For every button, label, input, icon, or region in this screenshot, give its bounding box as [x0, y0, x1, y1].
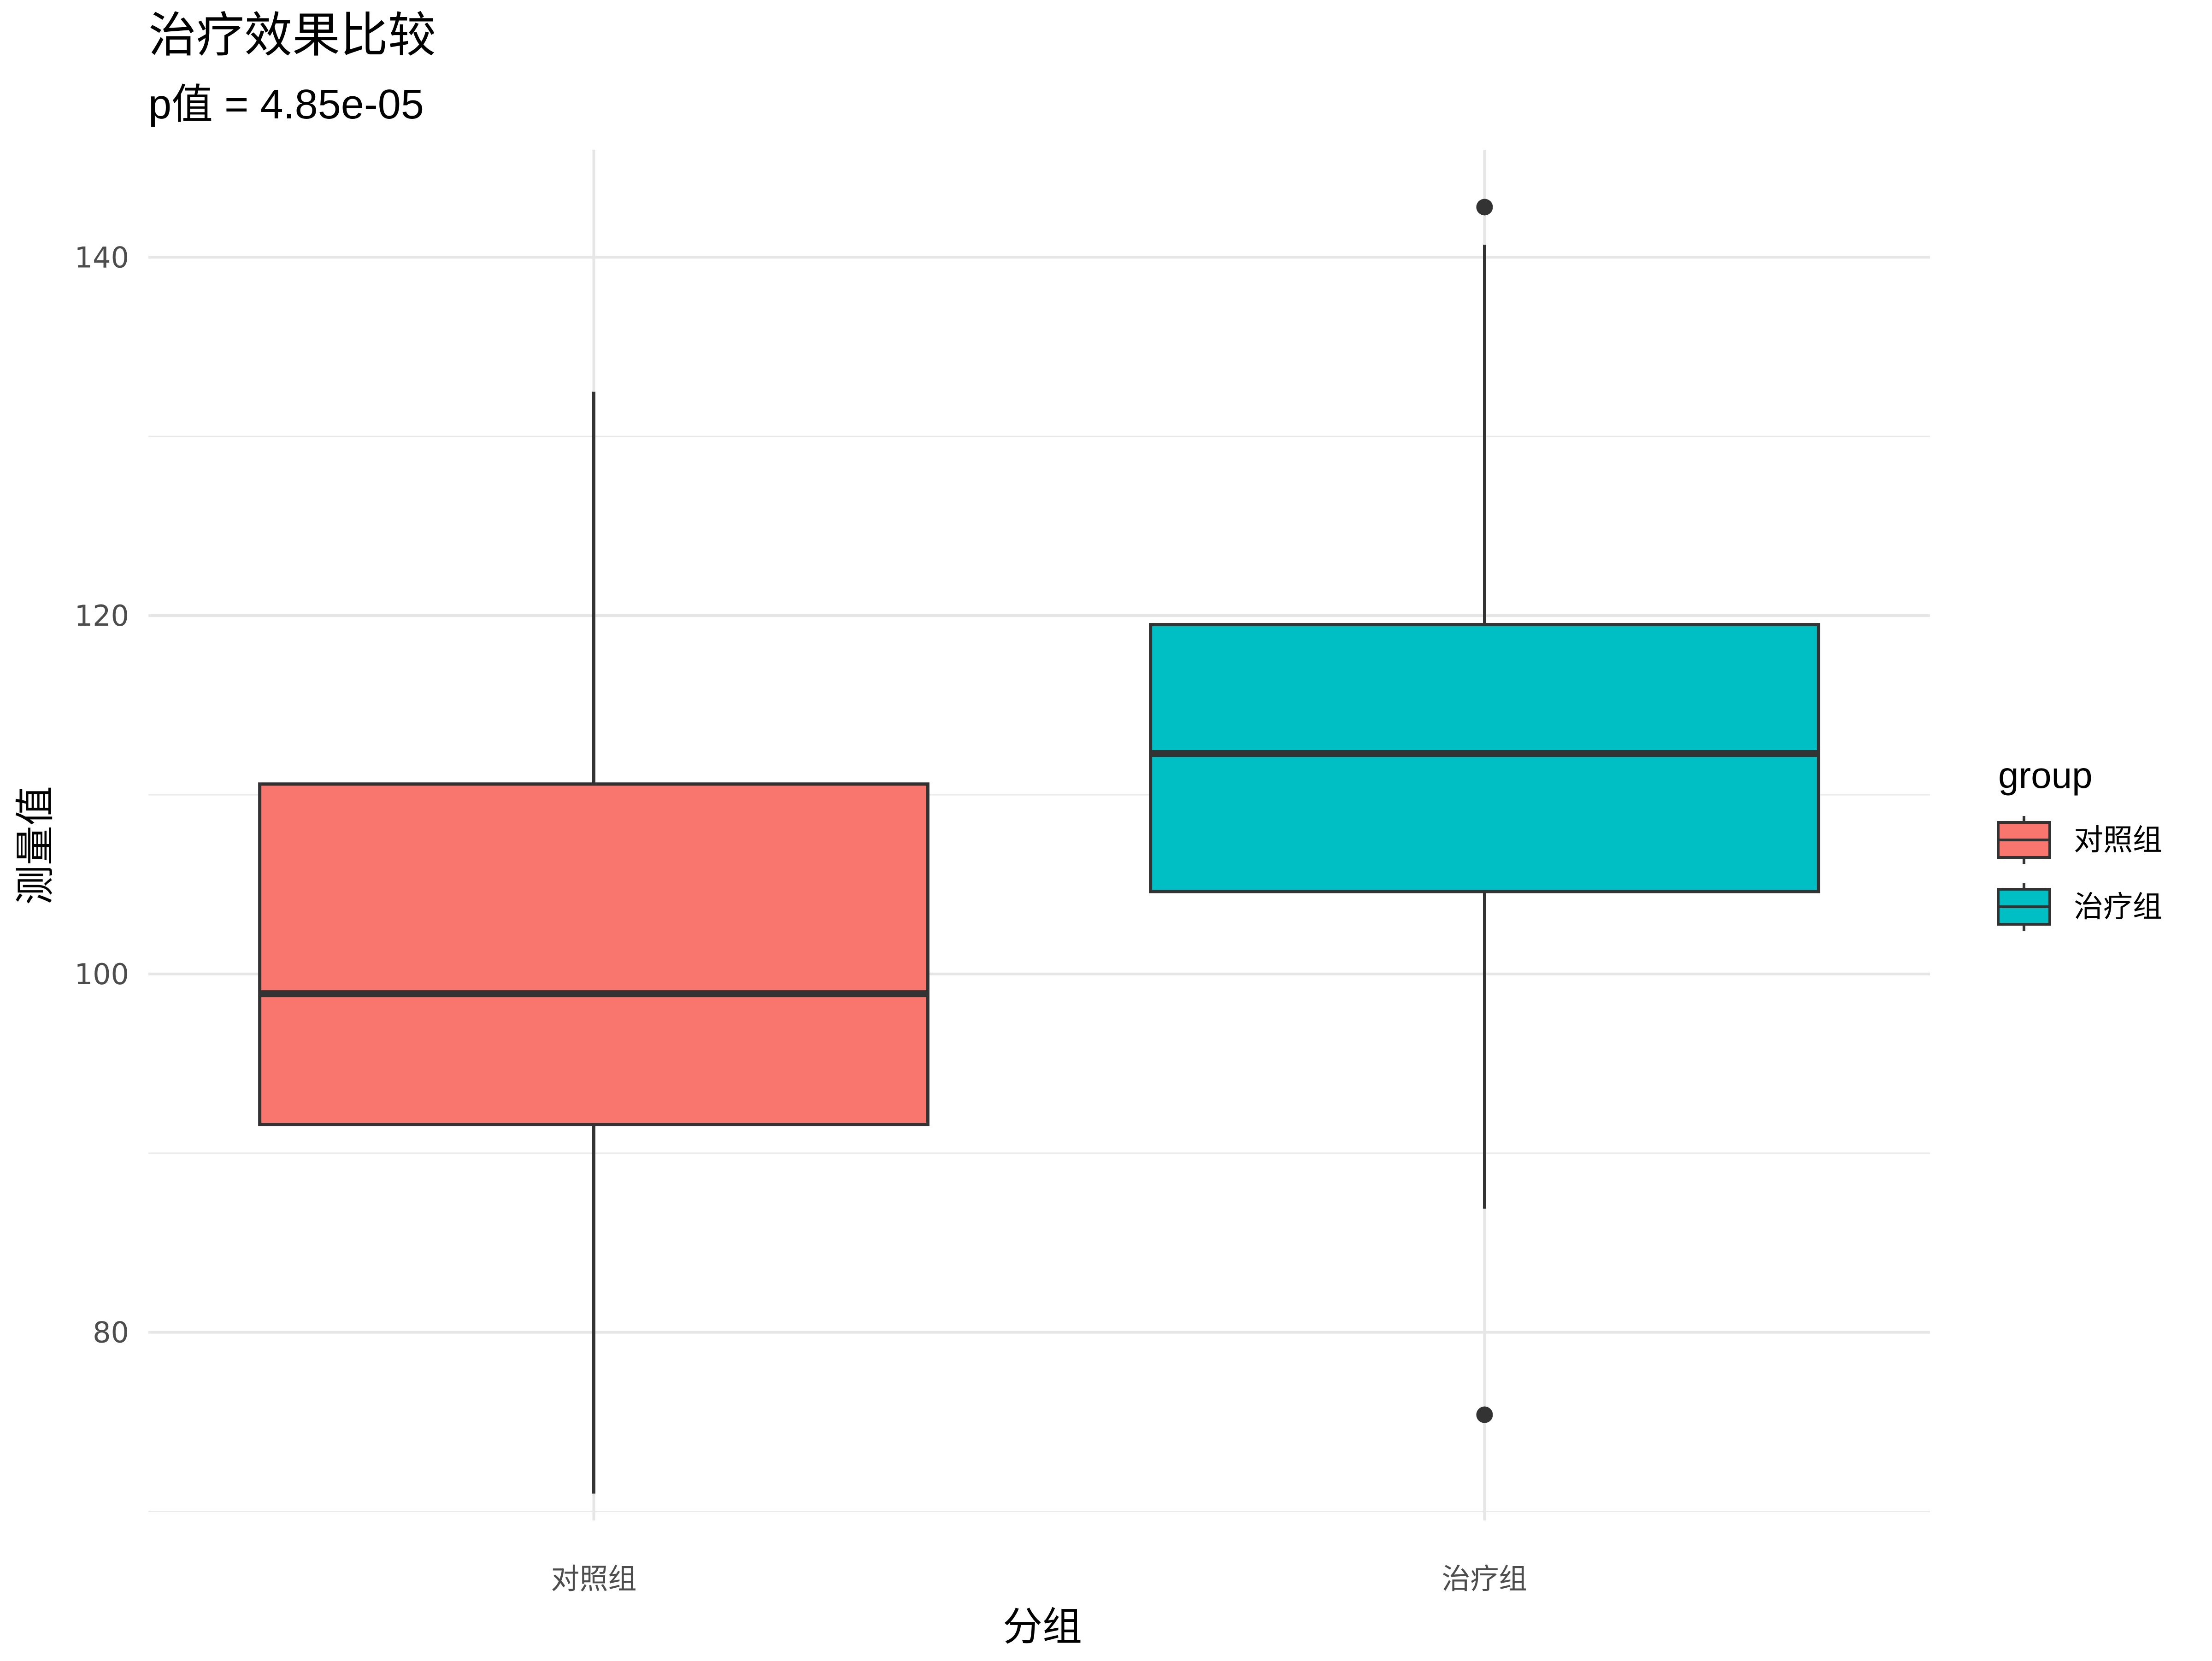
chart-title: 治疗效果比较 — [148, 7, 436, 63]
label-layer: 80 100 120 140 对照组 治疗组 — [75, 241, 1528, 1596]
legend-label: 治疗组 — [2074, 890, 2162, 924]
y-tick-label: 140 — [75, 241, 129, 274]
y-tick-label: 80 — [93, 1316, 129, 1350]
box-iqr — [258, 782, 930, 1127]
legend-title: group — [1998, 755, 2093, 796]
x-axis-title: 分组 — [1003, 1604, 1082, 1650]
outlier-point — [1476, 1406, 1493, 1423]
box-iqr — [1149, 623, 1820, 893]
x-tick-label: 对照组 — [551, 1562, 636, 1596]
box-group — [258, 392, 930, 1494]
y-tick-label: 120 — [75, 599, 129, 633]
y-tick-label: 100 — [75, 957, 129, 991]
chart-subtitle: p值 = 4.85e-05 — [148, 82, 424, 128]
outlier-point — [1476, 199, 1493, 216]
legend-label: 对照组 — [2074, 823, 2162, 857]
box-layer — [258, 199, 1820, 1494]
legend-entry: 对照组 — [1997, 816, 2162, 864]
y-axis-title: 测量值 — [12, 786, 59, 905]
box-group — [1149, 199, 1820, 1423]
x-tick-label: 治疗组 — [1441, 1562, 1527, 1596]
legend-entry: 治疗组 — [1997, 883, 2162, 931]
